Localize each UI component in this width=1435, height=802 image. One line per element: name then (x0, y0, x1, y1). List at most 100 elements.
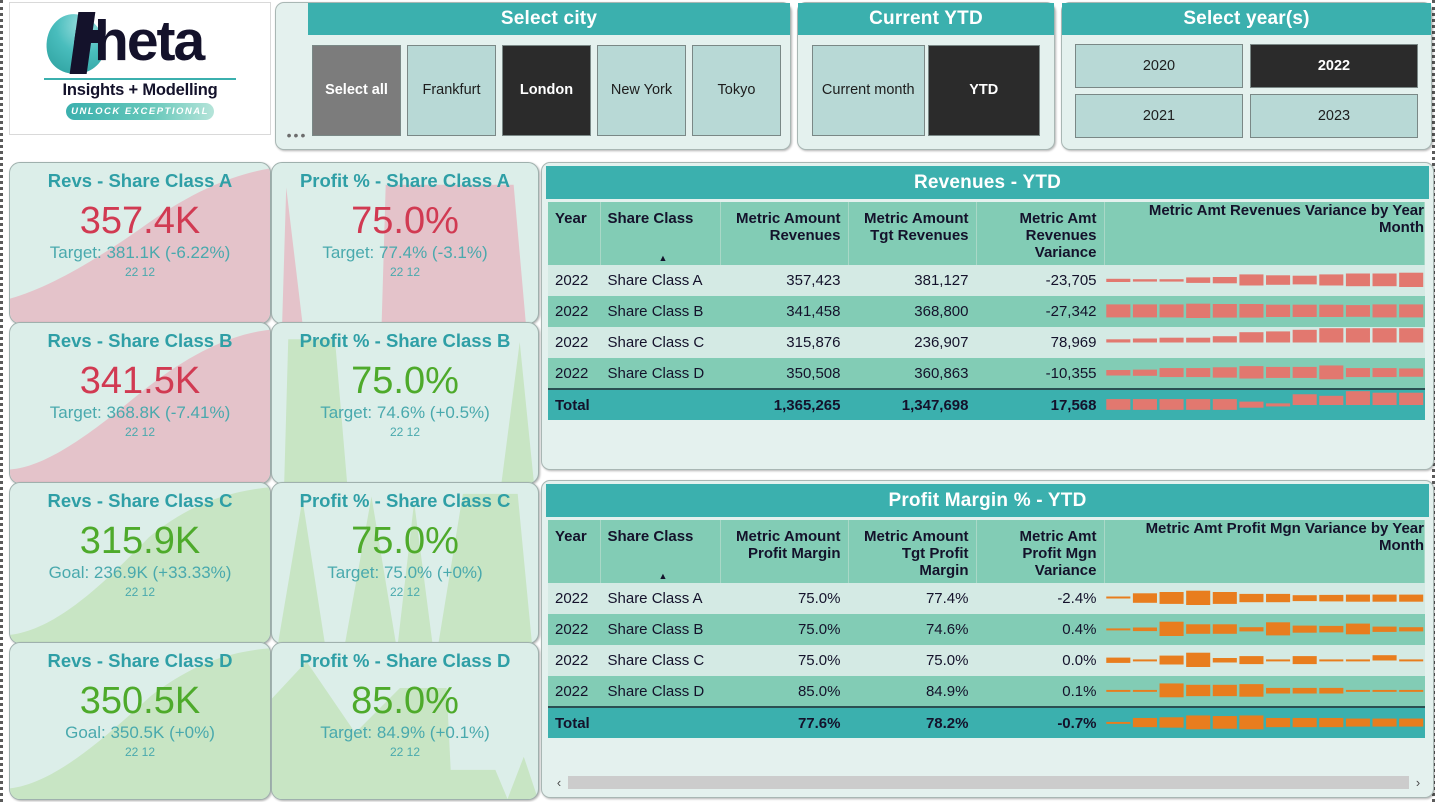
scrollbar-track[interactable] (568, 775, 1409, 789)
slicer-city-item-frankfurt[interactable]: Frankfurt (407, 45, 496, 136)
slicer-city-item-tokyo[interactable]: Tokyo (692, 45, 781, 136)
slicer-city-item-london[interactable]: London (502, 45, 591, 136)
column-header-1[interactable]: Share Class (600, 520, 721, 583)
table-row[interactable]: 2022 Share Class A 75.0% 77.4% -2.4% (548, 583, 1425, 614)
slicer-select-years: Select year(s) 2020 2022 2021 2023 (1061, 2, 1432, 150)
kpi-card-profit-share-class-d[interactable]: Profit % - Share Class D 85.0% Target: 8… (271, 642, 539, 800)
column-header-0[interactable]: Year (548, 520, 601, 583)
column-header-4[interactable]: Metric Amt Profit Mgn Variance (976, 520, 1105, 583)
kpi-card-revs-share-class-c[interactable]: Revs - Share Class C 315.9K Goal: 236.9K… (9, 482, 271, 644)
card-target-label: Target: 77.4% (-3.1%) (322, 243, 488, 262)
table-row[interactable]: 2022 Share Class C 75.0% 75.0% 0.0% (548, 645, 1425, 676)
table-row[interactable]: 2022 Share Class D 350,508 360,863 -10,355 (548, 358, 1425, 389)
column-header-0[interactable]: Year (548, 202, 601, 265)
slicer-years-title: Select year(s) (1062, 3, 1431, 35)
card-value: 350.5K (79, 680, 201, 722)
cell-total-label: Total (548, 388, 720, 420)
cell-sparkline (1104, 583, 1425, 614)
slicer-years-item-2022[interactable]: 2022 (1250, 44, 1418, 88)
column-header-4[interactable]: Metric Amt Revenues Variance (976, 202, 1105, 265)
slicer-current-ytd: Current YTD Current month YTD (797, 2, 1055, 150)
cell-target: 77.4% (848, 583, 976, 614)
cell-year: 2022 (548, 358, 600, 389)
kpi-card-profit-share-class-b[interactable]: Profit % - Share Class B 75.0% Target: 7… (271, 322, 539, 484)
cell-amount: 350,508 (720, 358, 848, 389)
cell-year: 2022 (548, 583, 600, 614)
kpi-card-profit-share-class-a[interactable]: Profit % - Share Class A 75.0% Target: 7… (271, 162, 539, 324)
slicer-years-options: 2020 2022 2021 2023 (1062, 35, 1431, 150)
slicer-ytd-item-current-month[interactable]: Current month (812, 45, 925, 136)
slicer-city-item-select-all[interactable]: Select all (312, 45, 401, 136)
slicer-ytd-item-ytd[interactable]: YTD (927, 45, 1040, 136)
cell-variance: -0.7% (976, 706, 1104, 738)
cell-share-class: Share Class C (600, 645, 720, 676)
table-title: Profit Margin % - YTD (546, 484, 1429, 517)
cell-amount: 357,423 (720, 265, 848, 296)
row-sparkline (1105, 683, 1423, 698)
cell-share-class: Share Class A (600, 265, 720, 296)
table-row[interactable]: 2022 Share Class B 341,458 368,800 -27,342 (548, 296, 1425, 327)
row-sparkline (1105, 652, 1423, 667)
cell-target: 368,800 (848, 296, 976, 327)
cell-year: 2022 (548, 645, 600, 676)
table-row[interactable]: 2022 Share Class A 357,423 381,127 -23,705 (548, 265, 1425, 296)
table-row[interactable]: 2022 Share Class D 85.0% 84.9% 0.1% (548, 676, 1425, 707)
more-options-icon[interactable]: ••• (286, 127, 308, 143)
card-value: 341.5K (79, 360, 201, 402)
cell-amount: 75.0% (720, 583, 848, 614)
slicer-city-item-new-york[interactable]: New York (597, 45, 686, 136)
kpi-card-revs-share-class-d[interactable]: Revs - Share Class D 350.5K Goal: 350.5K… (9, 642, 271, 800)
card-target-label: Goal: 350.5K (+0%) (65, 723, 215, 742)
column-header-3[interactable]: Metric Amount Tgt Revenues (848, 202, 977, 265)
row-sparkline (1105, 621, 1423, 636)
cell-variance: -10,355 (976, 358, 1104, 389)
cell-share-class: Share Class B (600, 614, 720, 645)
cell-target: 74.6% (848, 614, 976, 645)
card-period-label: 22 12 (124, 425, 156, 439)
card-sparkline-area (10, 648, 270, 799)
column-header-2[interactable]: Metric Amount Revenues (720, 202, 849, 265)
table-row[interactable]: Total 77.6% 78.2% -0.7% (548, 706, 1425, 738)
scroll-right-icon[interactable]: › (1415, 774, 1421, 790)
slicer-city-title: Select city (308, 3, 790, 35)
card-sparkline-area (282, 184, 526, 323)
card-value: 315.9K (79, 520, 201, 562)
kpi-card-revs-share-class-a[interactable]: Revs - Share Class A 357.4K Target: 381.… (9, 162, 271, 324)
cell-target: 381,127 (848, 265, 976, 296)
cell-variance: -23,705 (976, 265, 1104, 296)
cell-sparkline (1104, 265, 1425, 296)
card-period-label: 22 12 (124, 585, 156, 599)
column-header-1[interactable]: Share Class (600, 202, 721, 265)
company-logo: heta Insights + Modelling UNLOCK EXCEPTI… (9, 2, 271, 135)
column-header-5[interactable]: Metric Amt Revenues Variance by Year Mon… (1104, 202, 1425, 265)
cell-sparkline (1104, 614, 1425, 645)
horizontal-scrollbar[interactable]: ‹ › (550, 772, 1427, 792)
column-header-3[interactable]: Metric Amount Tgt Profit Margin (848, 520, 977, 583)
cell-share-class: Share Class D (600, 358, 720, 389)
column-header-5[interactable]: Metric Amt Profit Mgn Variance by Year M… (1104, 520, 1425, 583)
cell-sparkline (1104, 388, 1425, 420)
cell-amount: 315,876 (720, 327, 848, 358)
table-row[interactable]: Total 1,365,265 1,347,698 17,568 (548, 388, 1425, 420)
slicer-years-item-2020[interactable]: 2020 (1075, 44, 1243, 88)
column-header-2[interactable]: Metric Amount Profit Margin (720, 520, 849, 583)
card-value: 75.0% (351, 200, 459, 242)
table-row[interactable]: 2022 Share Class B 75.0% 74.6% 0.4% (548, 614, 1425, 645)
slicer-years-item-2023[interactable]: 2023 (1250, 94, 1418, 138)
cell-year: 2022 (548, 296, 600, 327)
kpi-card-revs-share-class-b[interactable]: Revs - Share Class B 341.5K Target: 368.… (9, 322, 271, 484)
kpi-card-profit-share-class-c[interactable]: Profit % - Share Class C 75.0% Target: 7… (271, 482, 539, 644)
card-title: Profit % - Share Class C (299, 490, 511, 511)
card-target-label: Goal: 236.9K (+33.33%) (48, 563, 232, 582)
scroll-left-icon[interactable]: ‹ (556, 774, 562, 790)
cell-variance: 17,568 (976, 388, 1104, 420)
cell-target: 236,907 (848, 327, 976, 358)
cell-amount: 341,458 (720, 296, 848, 327)
row-sparkline (1105, 328, 1423, 343)
table-row[interactable]: 2022 Share Class C 315,876 236,907 78,969 (548, 327, 1425, 358)
slicer-years-item-2021[interactable]: 2021 (1075, 94, 1243, 138)
